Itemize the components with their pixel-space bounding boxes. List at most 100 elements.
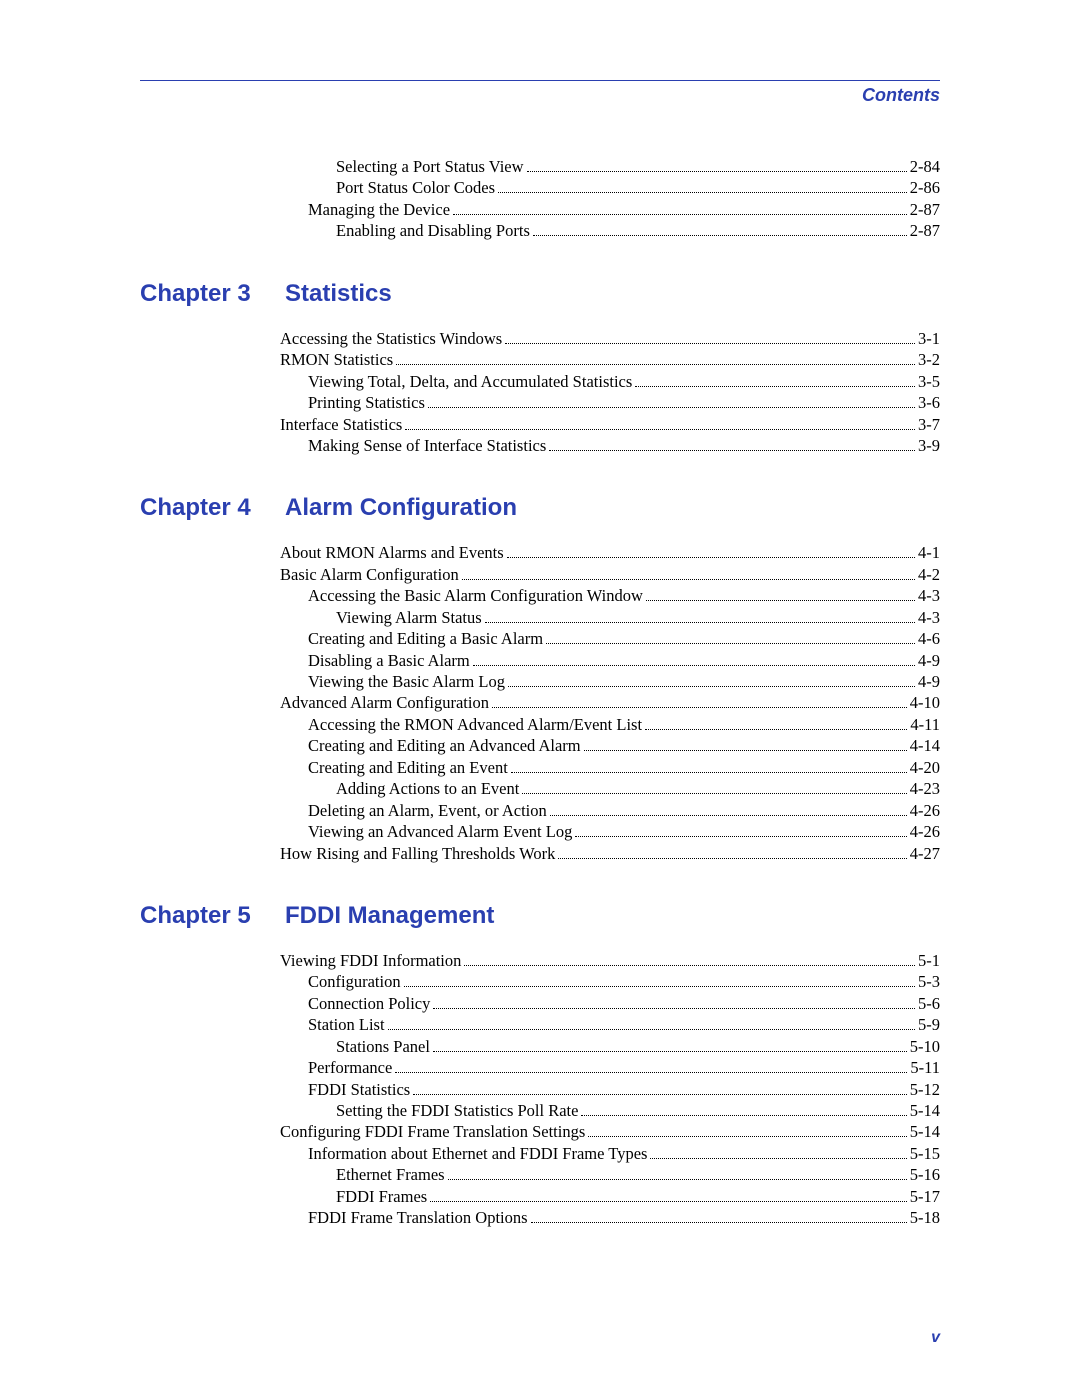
toc-row[interactable]: Creating and Editing an Event 4-20 [280, 757, 940, 778]
toc-row[interactable]: Viewing FDDI Information 5-1 [280, 950, 940, 971]
toc-entry-title: Configuring FDDI Frame Translation Setti… [280, 1121, 585, 1142]
chapter-label: Chapter 4 [140, 494, 285, 522]
toc-row[interactable]: Interface Statistics 3-7 [280, 414, 940, 435]
chapter-heading[interactable]: Chapter 3Statistics [140, 280, 940, 308]
toc-entry-title: Deleting an Alarm, Event, or Action [308, 800, 547, 821]
toc-row[interactable]: FDDI Frame Translation Options 5-18 [280, 1207, 940, 1228]
toc-row[interactable]: Viewing the Basic Alarm Log 4-9 [280, 671, 940, 692]
toc-entry-title: Creating and Editing an Event [308, 757, 508, 778]
toc-entry-title: Setting the FDDI Statistics Poll Rate [336, 1100, 578, 1121]
toc-row[interactable]: FDDI Frames 5-17 [280, 1186, 940, 1207]
chapter-title: Alarm Configuration [285, 494, 517, 521]
toc-entry-title: Viewing Total, Delta, and Accumulated St… [308, 371, 632, 392]
toc-entry-title: Station List [308, 1014, 385, 1035]
toc-leader-dots [650, 1158, 906, 1159]
toc-entry-page: 4-9 [918, 671, 940, 692]
toc-row[interactable]: Viewing an Advanced Alarm Event Log 4-26 [280, 821, 940, 842]
toc-entry-page: 4-9 [918, 650, 940, 671]
toc-row[interactable]: Advanced Alarm Configuration 4-10 [280, 692, 940, 713]
toc-row[interactable]: Viewing Total, Delta, and Accumulated St… [280, 371, 940, 392]
toc-entry-page: 4-26 [910, 800, 940, 821]
toc-entry-title: FDDI Frame Translation Options [308, 1207, 528, 1228]
toc-row[interactable]: Making Sense of Interface Statistics 3-9 [280, 435, 940, 456]
toc-entry-page: 4-20 [910, 757, 940, 778]
toc-row[interactable]: Creating and Editing a Basic Alarm 4-6 [280, 628, 940, 649]
toc-entry-page: 2-84 [910, 156, 940, 177]
toc-entry-title: Selecting a Port Status View [336, 156, 524, 177]
chapter-heading[interactable]: Chapter 4Alarm Configuration [140, 494, 940, 522]
toc-row[interactable]: Information about Ethernet and FDDI Fram… [280, 1143, 940, 1164]
page-container: Contents Selecting a Port Status View 2-… [0, 0, 1080, 1397]
toc-leader-dots [550, 815, 907, 816]
toc-row[interactable]: Station List 5-9 [280, 1014, 940, 1035]
toc-row[interactable]: Setting the FDDI Statistics Poll Rate 5-… [280, 1100, 940, 1121]
toc-leader-dots [448, 1179, 907, 1180]
toc-entry-page: 5-15 [910, 1143, 940, 1164]
toc-entry-title: Viewing Alarm Status [336, 607, 482, 628]
toc-entry-page: 5-11 [910, 1057, 940, 1078]
toc-leader-dots [645, 729, 907, 730]
toc-entry-title: Managing the Device [308, 199, 450, 220]
toc-entry-title: Accessing the Statistics Windows [280, 328, 502, 349]
toc-leader-dots [533, 235, 907, 236]
toc-leader-dots [473, 665, 915, 666]
toc-leader-dots [527, 171, 907, 172]
toc-row[interactable]: Deleting an Alarm, Event, or Action 4-26 [280, 800, 940, 821]
toc-row[interactable]: Accessing the Statistics Windows 3-1 [280, 328, 940, 349]
toc-row[interactable]: Performance 5-11 [280, 1057, 940, 1078]
toc-leader-dots [405, 429, 915, 430]
toc-row[interactable]: RMON Statistics 3-2 [280, 349, 940, 370]
toc-row[interactable]: Basic Alarm Configuration 4-2 [280, 564, 940, 585]
header-rule [140, 80, 940, 81]
toc-entry-title: Port Status Color Codes [336, 177, 495, 198]
toc-entry-title: About RMON Alarms and Events [280, 542, 504, 563]
toc-entry-page: 5-18 [910, 1207, 940, 1228]
toc-entry-page: 3-1 [918, 328, 940, 349]
toc-leader-dots [581, 1115, 906, 1116]
toc-row[interactable]: How Rising and Falling Thresholds Work 4… [280, 843, 940, 864]
toc-entry-page: 4-6 [918, 628, 940, 649]
chapters-container: Chapter 3Statistics Accessing the Statist… [140, 280, 940, 1229]
toc-row[interactable]: Stations Panel 5-10 [280, 1036, 940, 1057]
toc-entry-title: Viewing FDDI Information [280, 950, 461, 971]
toc-entry-page: 5-14 [910, 1121, 940, 1142]
toc-row[interactable]: Enabling and Disabling Ports 2-87 [280, 220, 940, 241]
toc-row[interactable]: Managing the Device 2-87 [280, 199, 940, 220]
toc-leader-dots [549, 450, 915, 451]
toc-row[interactable]: Creating and Editing an Advanced Alarm 4… [280, 735, 940, 756]
toc-row[interactable]: Accessing the RMON Advanced Alarm/Event … [280, 714, 940, 735]
toc-row[interactable]: Selecting a Port Status View 2-84 [280, 156, 940, 177]
toc-row[interactable]: Disabling a Basic Alarm 4-9 [280, 650, 940, 671]
toc-row[interactable]: Configuration 5-3 [280, 971, 940, 992]
toc-row[interactable]: Printing Statistics 3-6 [280, 392, 940, 413]
toc-entry-page: 5-1 [918, 950, 940, 971]
toc-row[interactable]: Viewing Alarm Status 4-3 [280, 607, 940, 628]
toc-leader-dots [388, 1029, 915, 1030]
toc-row[interactable]: About RMON Alarms and Events 4-1 [280, 542, 940, 563]
toc-leader-dots [404, 986, 915, 987]
chapter-title: Statistics [285, 280, 392, 307]
chapter-label: Chapter 5 [140, 902, 285, 930]
chapter-heading[interactable]: Chapter 5FDDI Management [140, 902, 940, 930]
toc-row[interactable]: Adding Actions to an Event 4-23 [280, 778, 940, 799]
toc-entry-page: 3-7 [918, 414, 940, 435]
toc-entry-page: 3-5 [918, 371, 940, 392]
toc-leader-dots [433, 1051, 907, 1052]
toc-row[interactable]: Accessing the Basic Alarm Configuration … [280, 585, 940, 606]
toc-row[interactable]: Connection Policy 5-6 [280, 993, 940, 1014]
toc-row[interactable]: Port Status Color Codes 2-86 [280, 177, 940, 198]
toc-entry-page: 3-9 [918, 435, 940, 456]
toc-entry-title: Ethernet Frames [336, 1164, 445, 1185]
toc-row[interactable]: Configuring FDDI Frame Translation Setti… [280, 1121, 940, 1142]
toc-entry-page: 5-10 [910, 1036, 940, 1057]
toc-row[interactable]: Ethernet Frames 5-16 [280, 1164, 940, 1185]
toc-leader-dots [396, 364, 915, 365]
toc-row[interactable]: FDDI Statistics 5-12 [280, 1079, 940, 1100]
toc-entry-title: FDDI Frames [336, 1186, 427, 1207]
toc-entry-title: How Rising and Falling Thresholds Work [280, 843, 555, 864]
toc-leader-dots [508, 686, 915, 687]
toc-entry-title: Viewing the Basic Alarm Log [308, 671, 505, 692]
toc-leader-dots [558, 858, 906, 859]
toc-leader-dots [413, 1094, 907, 1095]
toc-entry-page: 4-10 [910, 692, 940, 713]
